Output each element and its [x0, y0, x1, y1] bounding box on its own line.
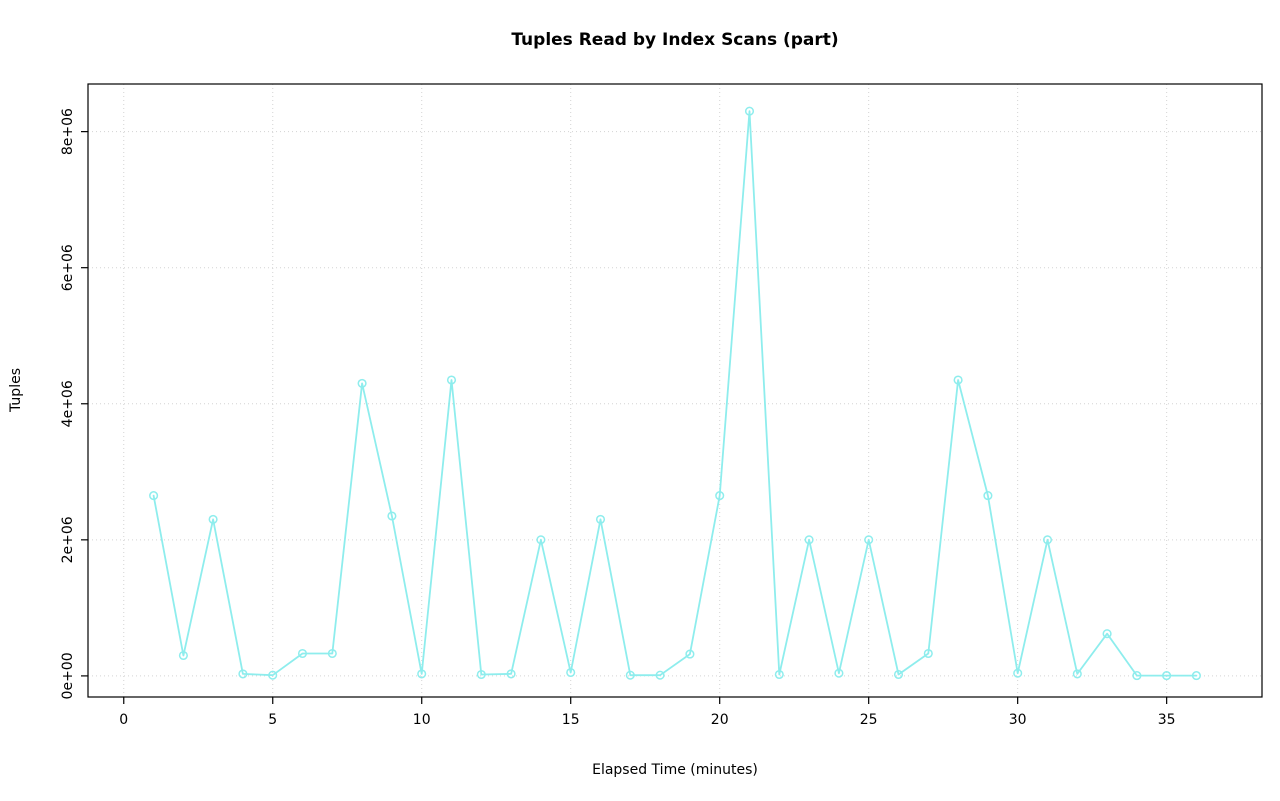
data-point — [923, 648, 933, 659]
grid-lines — [88, 84, 1262, 697]
data-point — [506, 669, 516, 679]
data-point — [834, 668, 844, 678]
data-point — [417, 669, 427, 679]
x-tick-label: 35 — [1158, 712, 1176, 728]
data-point — [625, 670, 635, 680]
data-point — [1042, 535, 1053, 545]
data-point — [1132, 671, 1142, 681]
x-tick-label: 10 — [413, 712, 431, 728]
data-point — [446, 375, 457, 385]
data-point — [566, 667, 576, 678]
data-point — [655, 670, 665, 680]
x-axis-label: Elapsed Time (minutes) — [592, 762, 758, 778]
data-point — [685, 649, 695, 659]
series-line — [152, 110, 1198, 677]
data-point — [208, 514, 218, 524]
x-tick-label: 25 — [860, 712, 878, 728]
x-tick-label: 5 — [268, 712, 277, 728]
x-axis-ticks: 0 5 10 15 20 25 30 35 — [119, 697, 1176, 728]
y-tick-label: 6e+06 — [60, 244, 76, 291]
y-axis-ticks: 0e+00 2e+06 4e+06 6e+06 8e+06 — [60, 108, 88, 699]
data-point — [387, 511, 397, 521]
data-point — [1191, 671, 1201, 681]
y-tick-label: 4e+06 — [60, 380, 76, 427]
data-point — [595, 514, 606, 524]
data-point — [953, 375, 963, 385]
data-point — [268, 670, 278, 680]
data-point — [1013, 668, 1023, 678]
x-tick-label: 30 — [1009, 712, 1027, 728]
data-point — [149, 491, 159, 501]
data-point — [715, 491, 725, 501]
data-point — [1162, 671, 1172, 681]
data-point — [357, 378, 367, 388]
data-points — [149, 106, 1201, 681]
data-point — [1072, 669, 1082, 679]
data-point — [864, 535, 874, 545]
x-tick-label: 15 — [562, 712, 580, 728]
data-point — [774, 669, 784, 680]
data-point — [1102, 629, 1112, 639]
y-tick-label: 8e+06 — [60, 108, 76, 155]
data-point — [893, 669, 904, 680]
chart-title: Tuples Read by Index Scans (part) — [511, 30, 839, 50]
data-point — [983, 491, 993, 501]
data-point — [327, 648, 337, 659]
y-tick-label: 0e+00 — [60, 652, 76, 699]
data-point — [297, 648, 308, 659]
data-point — [804, 535, 814, 545]
data-point — [476, 669, 486, 680]
x-tick-label: 20 — [711, 712, 729, 728]
y-tick-label: 2e+06 — [60, 516, 76, 563]
data-point — [178, 650, 188, 661]
data-point — [238, 669, 248, 679]
x-tick-label: 0 — [119, 712, 128, 728]
data-point — [536, 535, 546, 545]
data-point — [744, 106, 755, 116]
plot-border — [87, 83, 1263, 698]
